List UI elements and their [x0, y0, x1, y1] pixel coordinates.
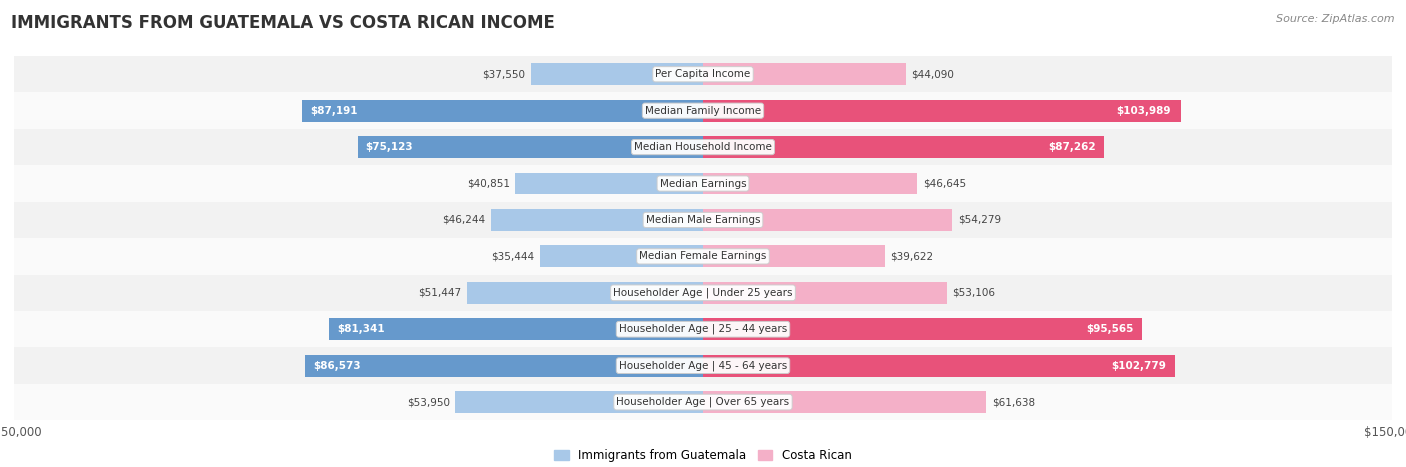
Bar: [703, 64, 905, 85]
Bar: [14, 165, 1392, 202]
Text: Median Female Earnings: Median Female Earnings: [640, 251, 766, 262]
Bar: [14, 384, 1392, 420]
Bar: [703, 136, 1104, 158]
Bar: [703, 391, 986, 413]
Bar: [491, 209, 703, 231]
Text: $61,638: $61,638: [991, 397, 1035, 407]
Legend: Immigrants from Guatemala, Costa Rican: Immigrants from Guatemala, Costa Rican: [554, 449, 852, 462]
Bar: [305, 355, 703, 376]
Text: $103,989: $103,989: [1116, 106, 1171, 116]
Text: $35,444: $35,444: [492, 251, 534, 262]
Text: Median Household Income: Median Household Income: [634, 142, 772, 152]
Text: $86,573: $86,573: [314, 361, 361, 371]
Bar: [703, 318, 1142, 340]
Text: $46,244: $46,244: [441, 215, 485, 225]
Text: Median Family Income: Median Family Income: [645, 106, 761, 116]
Bar: [14, 275, 1392, 311]
Bar: [14, 311, 1392, 347]
Bar: [703, 282, 948, 304]
Text: $81,341: $81,341: [337, 324, 384, 334]
Text: Householder Age | Under 25 years: Householder Age | Under 25 years: [613, 288, 793, 298]
Text: $95,565: $95,565: [1085, 324, 1133, 334]
Bar: [703, 100, 1181, 121]
Text: $102,779: $102,779: [1111, 361, 1166, 371]
Bar: [302, 100, 703, 121]
Bar: [14, 92, 1392, 129]
Text: $54,279: $54,279: [957, 215, 1001, 225]
Text: $39,622: $39,622: [890, 251, 934, 262]
Bar: [703, 355, 1175, 376]
Text: $51,447: $51,447: [418, 288, 461, 298]
Text: $87,191: $87,191: [311, 106, 359, 116]
Bar: [14, 129, 1392, 165]
Text: $53,106: $53,106: [952, 288, 995, 298]
Bar: [703, 173, 917, 194]
Text: Householder Age | 25 - 44 years: Householder Age | 25 - 44 years: [619, 324, 787, 334]
Text: $40,851: $40,851: [467, 178, 510, 189]
Bar: [14, 56, 1392, 92]
Bar: [359, 136, 703, 158]
Bar: [329, 318, 703, 340]
Text: $37,550: $37,550: [482, 69, 524, 79]
Bar: [14, 238, 1392, 275]
Bar: [703, 209, 952, 231]
Text: Median Earnings: Median Earnings: [659, 178, 747, 189]
Bar: [540, 246, 703, 267]
Text: $75,123: $75,123: [364, 142, 412, 152]
Bar: [516, 173, 703, 194]
Text: $53,950: $53,950: [406, 397, 450, 407]
Text: $46,645: $46,645: [922, 178, 966, 189]
Text: $44,090: $44,090: [911, 69, 953, 79]
Bar: [530, 64, 703, 85]
Text: Householder Age | 45 - 64 years: Householder Age | 45 - 64 years: [619, 361, 787, 371]
Text: Per Capita Income: Per Capita Income: [655, 69, 751, 79]
Text: IMMIGRANTS FROM GUATEMALA VS COSTA RICAN INCOME: IMMIGRANTS FROM GUATEMALA VS COSTA RICAN…: [11, 14, 555, 32]
Bar: [467, 282, 703, 304]
Bar: [703, 246, 884, 267]
Bar: [456, 391, 703, 413]
Text: Median Male Earnings: Median Male Earnings: [645, 215, 761, 225]
Bar: [14, 347, 1392, 384]
Text: Source: ZipAtlas.com: Source: ZipAtlas.com: [1277, 14, 1395, 24]
Bar: [14, 202, 1392, 238]
Text: Householder Age | Over 65 years: Householder Age | Over 65 years: [616, 397, 790, 407]
Text: $87,262: $87,262: [1049, 142, 1095, 152]
